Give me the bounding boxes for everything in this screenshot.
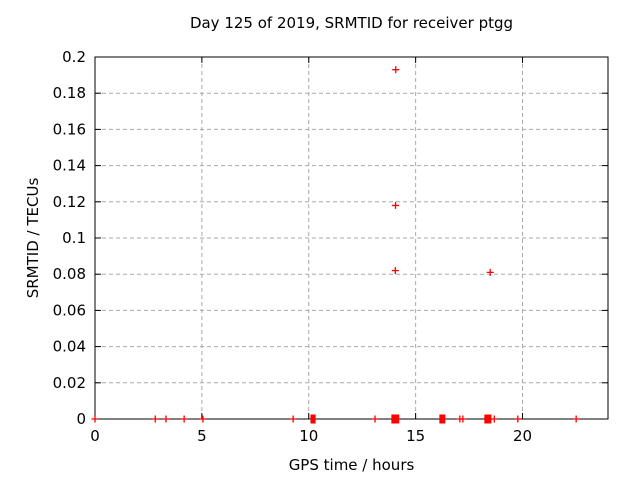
plus-marker xyxy=(91,415,99,423)
plus-marker xyxy=(392,201,400,209)
plus-marker xyxy=(514,415,522,423)
plot-border xyxy=(94,56,609,420)
y-tick-label: 0.02 xyxy=(53,374,86,392)
x-tick-label: 10 xyxy=(299,427,318,445)
plus-marker xyxy=(459,415,467,423)
x-tick-label: 20 xyxy=(513,427,532,445)
y-tick-label: 0.2 xyxy=(62,48,86,66)
gridlines xyxy=(95,57,608,419)
y-tick-labels: 0 0.02 0.04 0.06 0.08 0.1 0.12 0.14 0.16 0.18 0.2 xyxy=(53,48,86,428)
x-tick-label: 0 xyxy=(90,427,100,445)
plus-marker xyxy=(180,415,188,423)
y-tick-label: 0.04 xyxy=(53,338,86,356)
y-tick-label: 0.18 xyxy=(53,84,86,102)
chart-title: Day 125 of 2019, SRMTID for receiver ptg… xyxy=(189,14,514,32)
data-markers xyxy=(91,66,580,424)
y-tick-label: 0.1 xyxy=(62,229,86,247)
cluster-marker xyxy=(391,414,400,424)
cluster-marker xyxy=(484,414,492,424)
y-tick-label: 0.16 xyxy=(53,120,86,138)
x-tick-labels: 0 5 10 15 20 xyxy=(90,427,532,445)
plus-marker xyxy=(572,415,580,423)
plus-marker xyxy=(486,268,494,276)
plus-marker xyxy=(151,415,159,423)
x-tick-label: 15 xyxy=(406,427,425,445)
y-tick-label: 0 xyxy=(76,410,86,428)
y-tick-label: 0.14 xyxy=(53,157,86,175)
plus-marker xyxy=(162,415,170,423)
x-tick-label: 5 xyxy=(197,427,207,445)
y-tick-label: 0.12 xyxy=(53,193,86,211)
cluster-marker xyxy=(439,414,446,424)
y-tick-label: 0.06 xyxy=(53,301,86,319)
plus-marker xyxy=(199,415,207,423)
plus-marker xyxy=(490,415,498,423)
plus-marker xyxy=(391,267,399,275)
plus-marker xyxy=(289,415,297,423)
plus-marker xyxy=(392,66,400,74)
x-axis-label: GPS time / hours xyxy=(288,456,415,474)
plus-marker xyxy=(371,415,379,423)
cluster-marker xyxy=(310,414,316,424)
y-tick-label: 0.08 xyxy=(53,265,86,283)
